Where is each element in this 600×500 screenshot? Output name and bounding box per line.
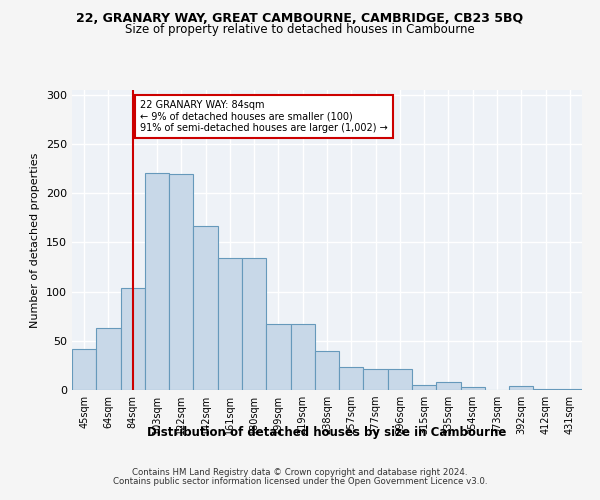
Text: 22 GRANARY WAY: 84sqm
← 9% of detached houses are smaller (100)
91% of semi-deta: 22 GRANARY WAY: 84sqm ← 9% of detached h… xyxy=(140,100,388,133)
Bar xyxy=(509,386,533,390)
Text: 22, GRANARY WAY, GREAT CAMBOURNE, CAMBRIDGE, CB23 5BQ: 22, GRANARY WAY, GREAT CAMBOURNE, CAMBRI… xyxy=(76,12,524,26)
Bar xyxy=(96,328,121,390)
Bar xyxy=(461,387,485,390)
Text: Contains HM Land Registry data © Crown copyright and database right 2024.: Contains HM Land Registry data © Crown c… xyxy=(132,468,468,477)
Bar xyxy=(193,226,218,390)
Bar xyxy=(412,385,436,390)
Bar xyxy=(339,368,364,390)
Bar xyxy=(242,258,266,390)
Bar xyxy=(290,324,315,390)
Text: Contains public sector information licensed under the Open Government Licence v3: Contains public sector information licen… xyxy=(113,477,487,486)
Bar xyxy=(315,350,339,390)
Bar xyxy=(364,370,388,390)
Bar xyxy=(388,370,412,390)
Bar xyxy=(72,348,96,390)
Bar xyxy=(121,288,145,390)
Bar xyxy=(436,382,461,390)
Bar xyxy=(533,389,558,390)
Y-axis label: Number of detached properties: Number of detached properties xyxy=(31,152,40,328)
Bar xyxy=(266,324,290,390)
Bar xyxy=(169,174,193,390)
Bar xyxy=(558,389,582,390)
Bar xyxy=(218,258,242,390)
Bar xyxy=(145,172,169,390)
Text: Distribution of detached houses by size in Cambourne: Distribution of detached houses by size … xyxy=(148,426,506,439)
Text: Size of property relative to detached houses in Cambourne: Size of property relative to detached ho… xyxy=(125,22,475,36)
